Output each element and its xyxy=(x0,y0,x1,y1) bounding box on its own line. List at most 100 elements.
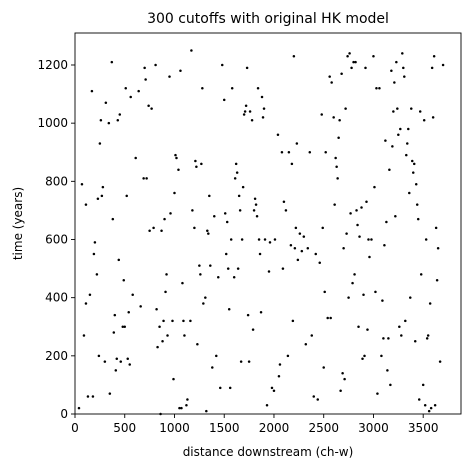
data-point xyxy=(281,267,285,270)
x-axis-label: distance downstream (ch-w) xyxy=(183,445,354,459)
data-point xyxy=(242,113,246,116)
data-point xyxy=(302,235,306,238)
data-point xyxy=(245,66,249,70)
data-point xyxy=(350,66,353,70)
data-point xyxy=(435,278,439,282)
data-point xyxy=(322,366,325,369)
data-point xyxy=(80,182,84,186)
data-point xyxy=(107,121,111,125)
data-point xyxy=(193,226,196,230)
x-axis: 0 500 1000 1500 2000 2500 3000 3500 xyxy=(71,414,438,435)
y-tick-label: 1200 xyxy=(37,58,68,72)
data-point xyxy=(97,354,101,358)
data-point xyxy=(393,81,396,84)
data-point xyxy=(419,273,423,276)
data-point xyxy=(424,238,428,241)
data-point xyxy=(213,214,216,218)
data-point xyxy=(103,360,107,363)
data-point xyxy=(392,110,395,113)
data-point xyxy=(250,119,254,122)
data-point xyxy=(166,334,169,337)
data-point xyxy=(295,142,299,145)
data-point xyxy=(432,55,436,58)
data-point xyxy=(370,238,373,241)
x-tick-label: 3000 xyxy=(358,421,389,435)
data-point xyxy=(260,95,264,99)
data-point xyxy=(181,281,184,285)
data-point xyxy=(257,238,261,241)
data-point xyxy=(286,354,290,358)
data-point xyxy=(347,296,350,299)
data-point xyxy=(276,133,280,137)
data-point xyxy=(272,389,276,392)
data-point xyxy=(225,220,229,224)
data-point xyxy=(164,290,167,294)
data-point xyxy=(414,182,418,186)
data-point xyxy=(165,273,168,276)
data-point xyxy=(174,153,177,157)
data-point xyxy=(337,136,340,139)
data-point xyxy=(292,55,296,58)
data-point xyxy=(340,72,343,75)
data-point xyxy=(128,363,131,366)
data-point xyxy=(405,153,408,157)
data-point xyxy=(247,360,251,363)
data-point xyxy=(415,203,419,206)
data-point xyxy=(199,273,202,276)
data-point xyxy=(324,150,327,154)
data-point xyxy=(100,194,104,198)
data-point xyxy=(321,226,324,230)
data-point xyxy=(115,357,119,360)
data-point xyxy=(385,220,388,224)
data-point xyxy=(113,313,117,317)
data-point xyxy=(162,319,165,323)
data-point xyxy=(387,337,390,340)
data-point xyxy=(438,360,442,363)
data-point xyxy=(263,238,267,241)
data-point xyxy=(336,177,339,180)
data-point xyxy=(407,127,410,131)
data-point xyxy=(356,223,359,227)
data-point xyxy=(243,110,247,113)
data-point xyxy=(124,87,127,90)
data-point xyxy=(267,270,271,273)
data-point xyxy=(277,374,281,378)
data-point xyxy=(384,139,387,142)
data-point xyxy=(160,229,163,233)
data-point xyxy=(202,302,205,305)
data-point xyxy=(412,171,415,174)
x-tick-label: 2000 xyxy=(259,421,290,435)
data-point xyxy=(229,238,233,241)
data-point xyxy=(296,258,300,262)
data-point xyxy=(93,241,97,244)
data-point xyxy=(434,226,438,230)
data-point xyxy=(323,290,326,294)
data-point xyxy=(304,342,308,346)
data-point xyxy=(259,310,263,314)
data-point xyxy=(129,95,132,99)
data-point xyxy=(246,313,250,317)
data-point xyxy=(101,185,105,189)
data-point xyxy=(329,316,332,320)
scatter-points xyxy=(77,49,445,416)
data-point xyxy=(190,49,193,52)
data-point xyxy=(114,369,118,372)
data-point xyxy=(357,325,360,328)
data-point xyxy=(352,60,355,64)
data-point xyxy=(430,66,434,70)
data-point xyxy=(84,203,88,206)
data-point xyxy=(150,107,153,110)
data-point xyxy=(198,264,201,267)
data-point xyxy=(366,328,369,331)
data-point xyxy=(217,276,220,279)
data-point xyxy=(328,75,331,78)
data-point xyxy=(230,87,234,90)
data-point xyxy=(238,209,242,212)
data-point xyxy=(161,340,164,343)
data-point xyxy=(386,369,389,372)
data-point xyxy=(119,360,123,363)
data-point xyxy=(191,209,194,212)
data-point xyxy=(421,383,425,387)
data-point xyxy=(316,398,319,401)
data-point xyxy=(363,354,366,358)
